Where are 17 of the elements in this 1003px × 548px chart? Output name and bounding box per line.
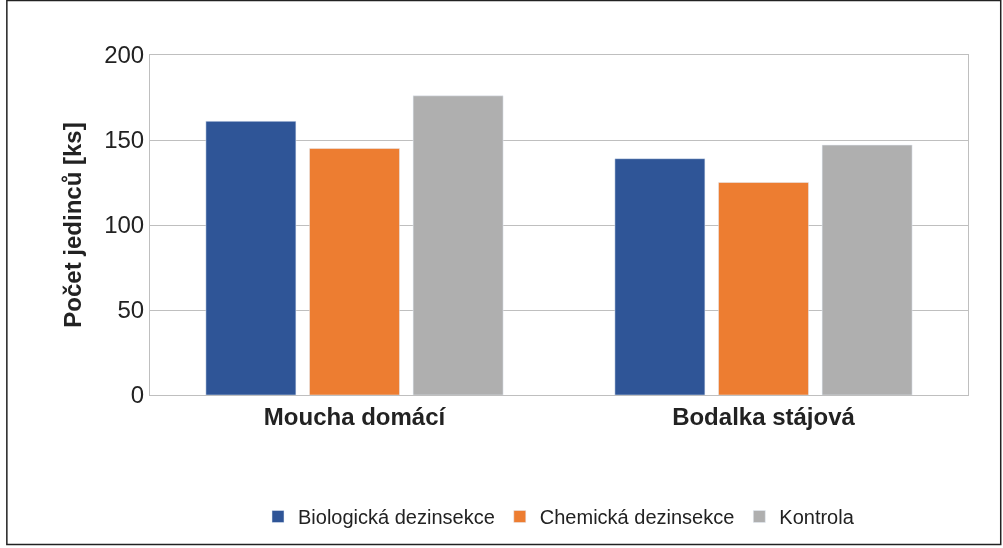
legend-label: Kontrola bbox=[779, 506, 855, 529]
y-tick-label: 150 bbox=[104, 126, 145, 154]
y-axis-title: Počet jedinců [ks] bbox=[59, 122, 87, 328]
y-tick-label: 100 bbox=[104, 211, 145, 239]
y-tick-label: 50 bbox=[117, 296, 145, 324]
bar bbox=[412, 95, 504, 395]
legend-label: Biologická dezinsekce bbox=[298, 506, 495, 529]
y-tick-label: 200 bbox=[104, 41, 145, 69]
bar bbox=[205, 121, 297, 395]
bar bbox=[309, 148, 400, 395]
legend-label: Chemická dezinsekce bbox=[539, 506, 735, 529]
x-tick-label: Moucha domácí bbox=[263, 402, 447, 430]
bar bbox=[614, 158, 706, 395]
x-tick-label: Bodalka stájová bbox=[672, 402, 856, 430]
bar bbox=[821, 144, 913, 395]
bar bbox=[718, 182, 809, 395]
y-tick-label: 0 bbox=[130, 381, 145, 409]
